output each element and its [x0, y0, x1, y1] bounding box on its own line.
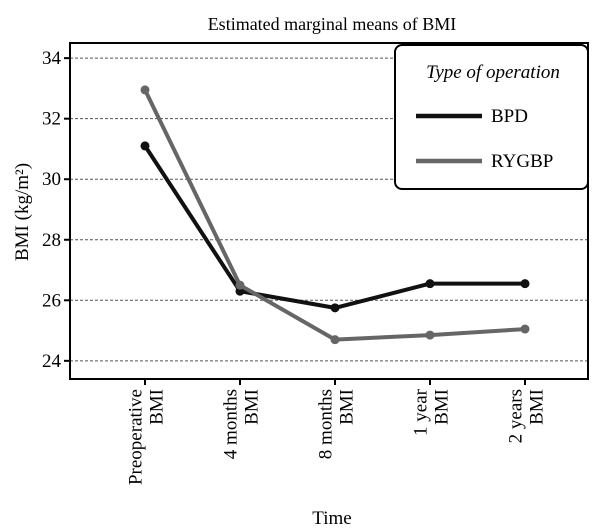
data-point-bpd	[330, 303, 340, 313]
y-tick-label: 30	[42, 169, 61, 190]
y-tick-label: 24	[42, 351, 62, 372]
x-tick-label: 4 months	[221, 389, 242, 459]
y-tick-label: 28	[42, 230, 61, 251]
y-axis-ticks: 24 26 28 30 32 34	[42, 48, 70, 372]
data-point-rygbp	[330, 335, 340, 345]
x-axis-ticks: Preoperative BMI 4 months BMI 8 months BMI 1 y…	[126, 379, 548, 485]
legend-label-bpd: BPD	[491, 106, 528, 127]
y-tick-label: 32	[42, 109, 61, 130]
x-tick-label: BMI	[337, 389, 358, 425]
x-tick-label: 8 months	[316, 389, 337, 459]
y-tick-label: 34	[42, 48, 62, 69]
x-tick-label: 1 year	[411, 388, 432, 436]
data-point-bpd	[425, 279, 435, 289]
x-tick-label: BMI	[432, 389, 453, 425]
y-axis-label: BMI (kg/m²)	[12, 163, 33, 261]
x-tick-label: BMI	[242, 389, 263, 425]
y-tick-label: 26	[42, 290, 61, 311]
legend-title: Type of operation	[426, 62, 560, 83]
series-lines	[140, 85, 530, 345]
x-tick-label: BMI	[147, 389, 168, 425]
x-tick-label: 2 years	[506, 389, 527, 443]
legend-box	[394, 44, 589, 190]
plot-frame	[69, 42, 589, 380]
data-point-rygbp	[235, 280, 245, 290]
legend-label-rygbp: RYGBP	[491, 151, 553, 172]
data-point-rygbp	[140, 85, 150, 95]
x-axis-label: Time	[312, 508, 351, 529]
data-point-bpd	[520, 279, 530, 289]
data-point-rygbp	[425, 330, 435, 340]
x-tick-label: Preoperative	[126, 389, 147, 485]
data-point-rygbp	[520, 324, 530, 334]
x-tick-label: BMI	[527, 389, 548, 425]
legend: Type of operation BPD RYGBP	[394, 44, 589, 190]
chart-title: Estimated marginal means of BMI	[208, 14, 457, 34]
data-point-bpd	[140, 141, 150, 151]
